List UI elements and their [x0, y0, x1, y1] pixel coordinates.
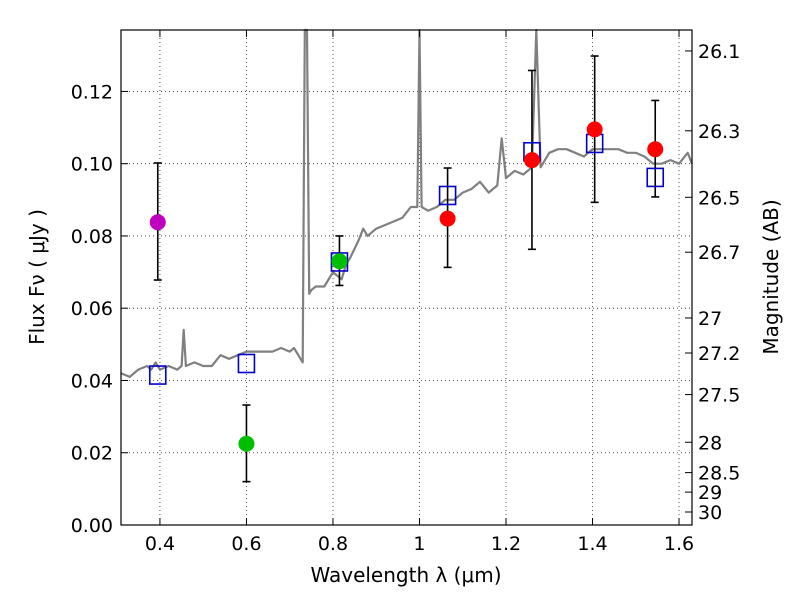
model-photometry-markers	[148, 133, 665, 385]
y-tick-label: 0.04	[71, 370, 113, 392]
y-tick-label: 0.10	[71, 154, 113, 176]
x-axis-ticks: 0.4 0.6 0.8 1 1.2 1.4 1.6	[145, 30, 694, 555]
magnitude-tick-label: 29	[698, 482, 722, 504]
x-tick-label: 1.2	[491, 533, 521, 555]
y-tick-label: 0.12	[71, 81, 113, 103]
observed-photometry-point	[439, 210, 456, 227]
x-tick-label: 0.8	[318, 533, 348, 555]
magnitude-tick-label: 26.5	[698, 187, 740, 209]
magnitude-tick-label: 27	[698, 308, 722, 330]
y-tick-label: 0.00	[71, 515, 113, 537]
observed-photometry-point	[331, 253, 348, 270]
model-photometry-square	[330, 252, 349, 272]
observed-photometry-point	[586, 121, 603, 138]
x-tick-label: 1	[413, 533, 425, 555]
magnitude-tick-label: 28	[698, 432, 722, 454]
grid-lines	[121, 30, 692, 526]
observed-photometry-markers	[149, 121, 664, 452]
y-tick-label: 0.08	[71, 226, 113, 248]
magnitude-tick-label: 26.1	[698, 41, 740, 63]
model-photometry-square	[148, 365, 167, 385]
magnitude-tick-label: 27.5	[698, 385, 740, 407]
plot-frame	[120, 29, 693, 526]
observed-photometry-point	[647, 141, 664, 158]
magnitude-axis-label: Magnitude (AB)	[759, 199, 783, 354]
model-photometry-square	[646, 167, 665, 188]
magnitude-tick-label: 30	[698, 502, 722, 524]
observed-photometry-point	[238, 435, 255, 452]
y-tick-label: 0.06	[71, 298, 113, 320]
y-tick-label: 0.02	[71, 443, 113, 465]
magnitude-tick-label: 28.5	[698, 463, 740, 485]
x-axis-label: Wavelength λ (μm)	[310, 563, 501, 587]
magnitude-tick-label: 27.2	[698, 343, 740, 365]
y-axis-ticks: 0.00 0.02 0.04 0.06 0.08 0.10 0.12	[71, 81, 128, 537]
x-tick-label: 0.4	[145, 533, 175, 555]
x-tick-label: 1.6	[664, 533, 694, 555]
x-tick-label: 1.4	[577, 533, 607, 555]
magnitude-tick-label: 26.3	[698, 121, 740, 143]
model-photometry-square	[237, 353, 256, 374]
error-bars	[153, 55, 660, 483]
observed-photometry-point	[523, 152, 540, 169]
y-axis-label: Flux Fν ( μJy )	[25, 209, 49, 345]
model-photometry-square	[438, 185, 457, 206]
observed-photometry-point	[149, 214, 166, 231]
spectrum-layer	[120, 28, 694, 378]
x-tick-label: 0.6	[231, 533, 261, 555]
model-spectrum-line	[120, 28, 694, 378]
magnitude-tick-label: 26.7	[698, 242, 740, 264]
